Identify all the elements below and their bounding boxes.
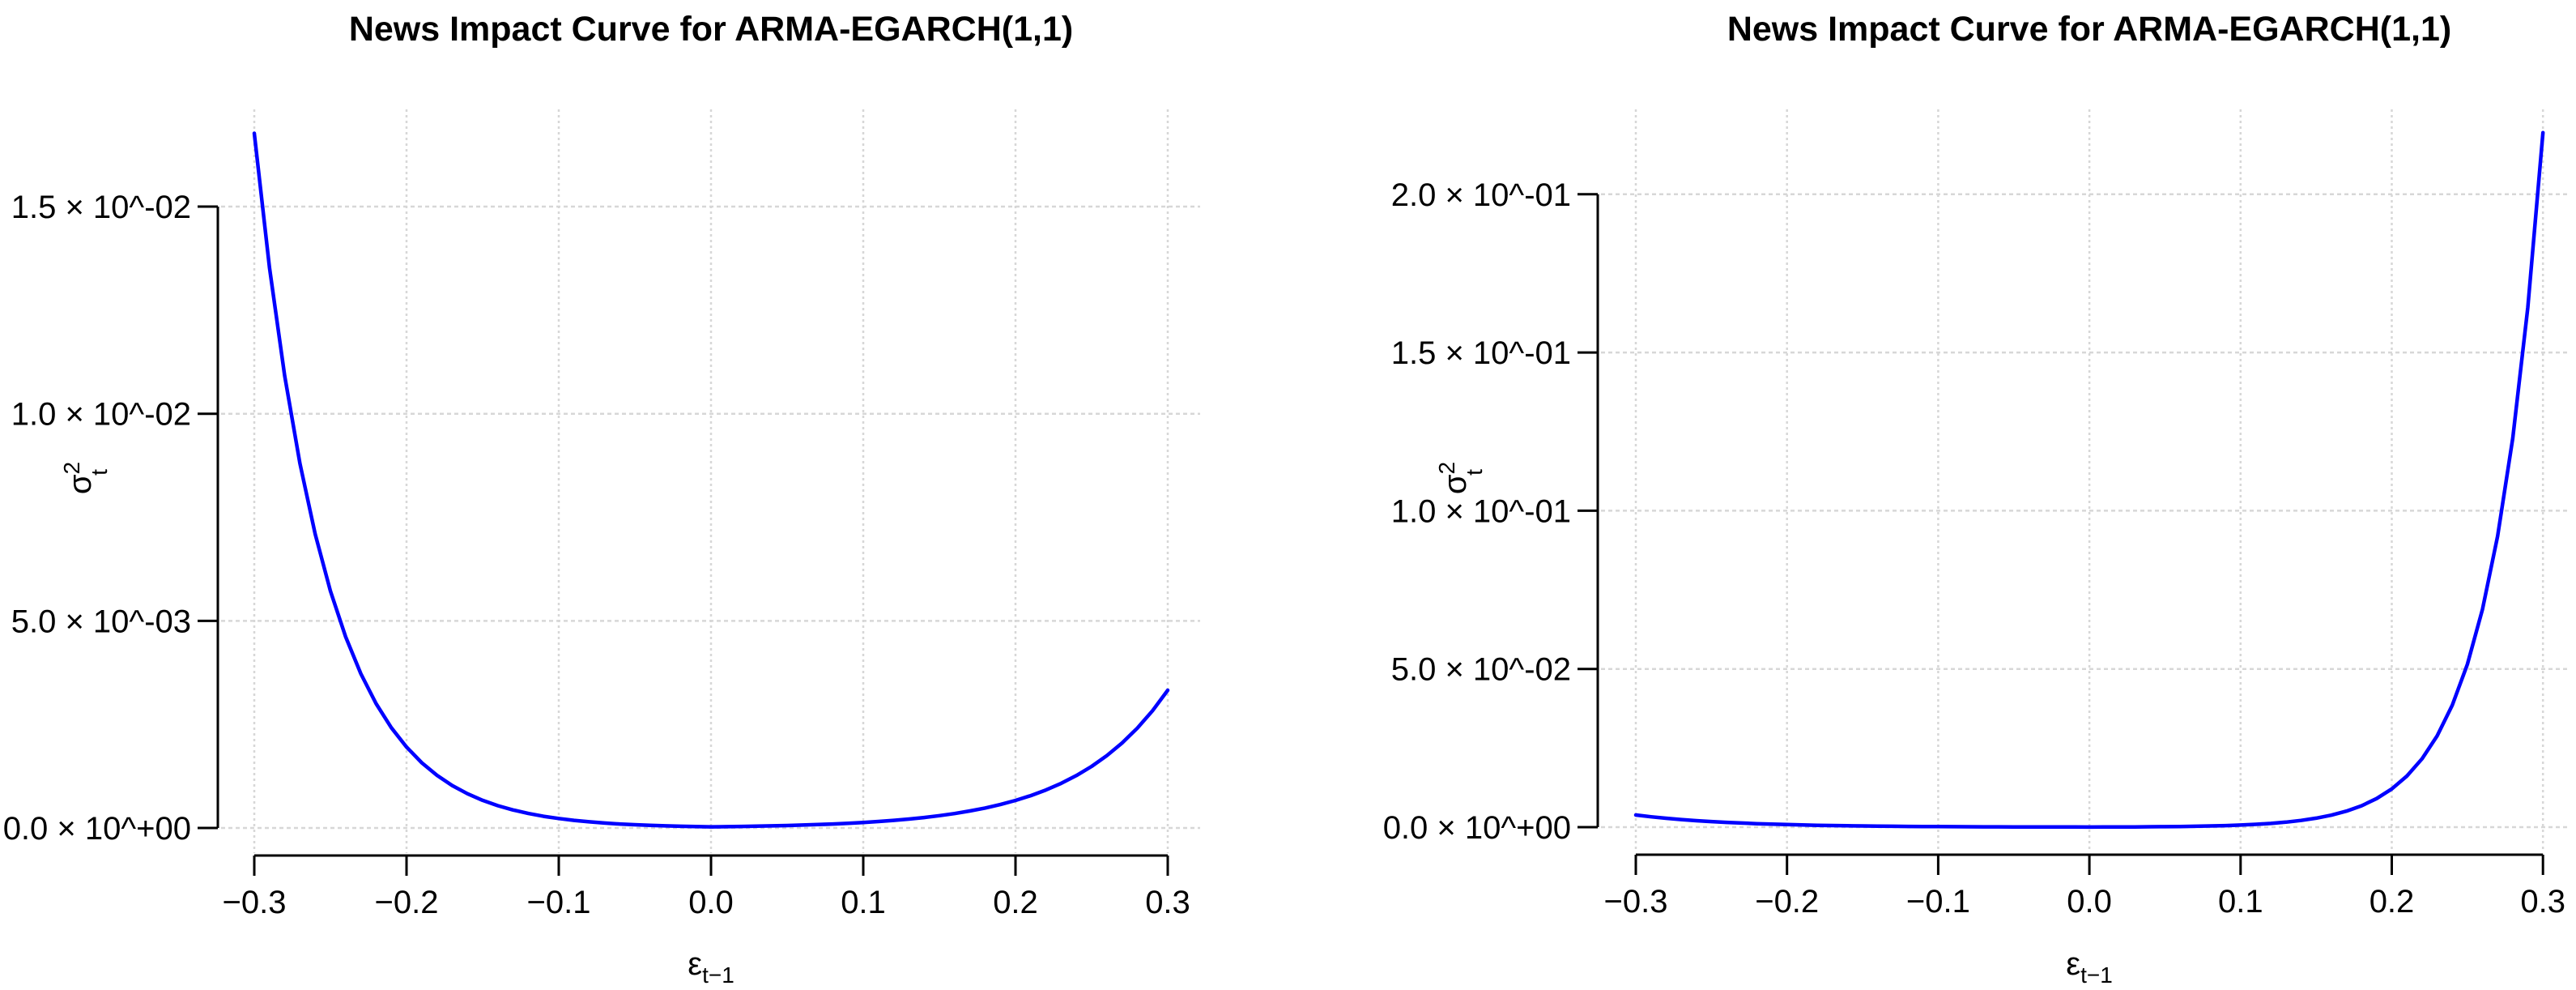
y-axis-label: σ2 t	[59, 462, 112, 494]
x-tick-label: 0.1	[2218, 884, 2263, 920]
x-tick-label: 0.3	[2520, 884, 2565, 920]
y-axis-label-base: σ	[62, 474, 98, 494]
chart-panel: 0.0 × 10^+00 5.0 × 10^-03 1.0 × 10^-02 1.5 …	[3, 10, 1200, 988]
x-axis-label: εt−1	[2066, 946, 2113, 988]
y-axis-label-sup: 2	[59, 462, 84, 475]
y-tick-label: 0.0 × 10^+00	[1383, 810, 1571, 846]
x-axis-label-base: ε	[688, 946, 702, 982]
x-tick-label: −0.2	[1755, 884, 1819, 920]
axes	[1578, 193, 2544, 875]
y-tick-label: 1.5 × 10^-02	[11, 190, 191, 225]
news-impact-curve-line	[252, 131, 1170, 829]
x-axis-label-sub: t−1	[2080, 962, 2113, 988]
y-tick-label: 1.0 × 10^-01	[1391, 493, 1571, 529]
x-axis-label-base: ε	[2066, 946, 2080, 982]
y-tick-label: 1.0 × 10^-02	[11, 397, 191, 433]
y-axis-label: σ2 t	[1434, 462, 1487, 494]
y-axis-label-sup: 2	[1434, 462, 1459, 475]
x-tick-label: 0.0	[2067, 884, 2112, 920]
x-tick-label: 0.0	[688, 885, 734, 920]
x-tick-label: 0.2	[993, 885, 1038, 920]
y-axis-label-base: σ	[1437, 474, 1473, 494]
y-tick-label: 1.5 × 10^-01	[1391, 335, 1571, 371]
x-tick-label: −0.1	[527, 885, 591, 920]
y-axis-label-sub: t	[87, 469, 112, 476]
chart-panel: 0.0 × 10^+00 5.0 × 10^-02 1.0 × 10^-01 1.5 …	[1383, 10, 2570, 988]
grid	[1601, 109, 2570, 852]
x-axis-label-sub: t−1	[702, 962, 734, 988]
grid	[221, 109, 1200, 853]
x-axis-label: εt−1	[688, 946, 734, 988]
y-tick-label: 5.0 × 10^-03	[11, 604, 191, 639]
x-tick-label: −0.2	[375, 885, 439, 920]
axes	[198, 205, 1169, 876]
x-tick-label: 0.2	[2369, 884, 2415, 920]
x-tick-label: −0.3	[1604, 884, 1668, 920]
y-axis-label-sub: t	[1462, 469, 1487, 476]
chart-title: News Impact Curve for ARMA-EGARCH(1,1)	[1727, 10, 2451, 49]
y-tick-label: 5.0 × 10^-02	[1391, 652, 1571, 688]
x-tick-label: 0.3	[1145, 885, 1190, 920]
x-tick-label: 0.1	[841, 885, 886, 920]
chart-title: News Impact Curve for ARMA-EGARCH(1,1)	[349, 10, 1073, 49]
x-tick-label: −0.3	[223, 885, 287, 920]
y-tick-label: 0.0 × 10^+00	[3, 811, 191, 847]
y-tick-label: 2.0 × 10^-01	[1391, 177, 1571, 213]
news-impact-curve-line	[1633, 130, 2545, 830]
x-tick-label: −0.1	[1906, 884, 1970, 920]
